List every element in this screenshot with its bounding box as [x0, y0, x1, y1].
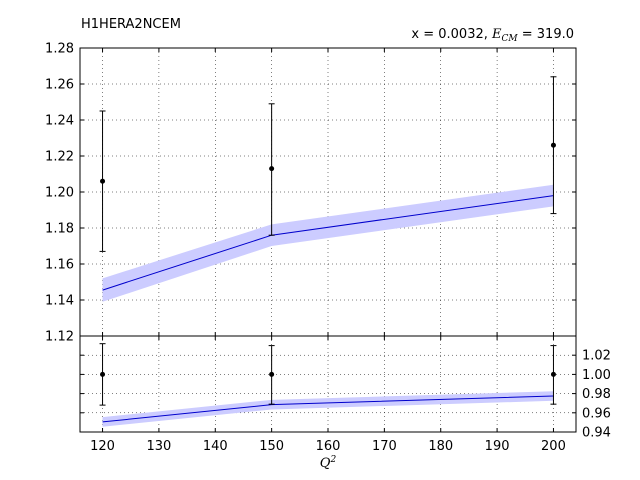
main-data-point-200 [550, 142, 556, 148]
ratio-xtick-label-140: 140 [203, 439, 228, 454]
main-ytick-label-1: 1.14 [45, 294, 74, 309]
ratio-panel: 120 130 140 150 160 170 180 190 200 0.94 0.96 0.98 1… [79, 335, 611, 454]
ratio-xtick-label-200: 200 [541, 439, 566, 454]
ratio-data-point-200 [550, 371, 556, 377]
main-ytick-label-0: 1.12 [45, 330, 74, 345]
chart-title: H1HERA2NCEM [81, 17, 181, 32]
main-data-point-120 [100, 178, 106, 184]
ratio-ytick-label-2: 0.98 [582, 387, 611, 402]
subtitle-prefix: x = 0.0032, [411, 27, 492, 42]
ratio-xtick-label-150: 150 [259, 439, 284, 454]
subtitle-ecm-symbol: E [491, 27, 502, 42]
subtitle-suffix: = 319.0 [518, 27, 574, 42]
ratio-ytick-label-4: 1.02 [582, 349, 611, 364]
ratio-data-point-120 [100, 371, 106, 377]
main-ticks: 1.12 1.14 1.16 1.18 1.20 1.22 1.24 1.26 1.28 [45, 42, 576, 345]
ratio-xtick-label-120: 120 [90, 439, 115, 454]
main-ytick-label-7: 1.26 [45, 78, 74, 93]
main-ytick-label-8: 1.28 [45, 42, 74, 57]
ratio-xtick-label-170: 170 [372, 439, 397, 454]
main-ytick-label-2: 1.16 [45, 258, 74, 273]
main-points-layer [99, 76, 557, 252]
ratio-xtick-label-180: 180 [428, 439, 453, 454]
ratio-uncertainty-band [102, 391, 554, 427]
ratio-xtick-label-190: 190 [485, 439, 510, 454]
ratio-points-layer [99, 343, 557, 406]
ratio-data-point-150 [269, 371, 275, 377]
main-ytick-label-6: 1.24 [45, 114, 74, 129]
ratio-ticks: 120 130 140 150 160 170 180 190 200 0.94 0.96 0.98 1… [80, 336, 611, 454]
ratio-ytick-label-3: 1.00 [582, 368, 611, 383]
chart-subtitle: x = 0.0032, ECM = 319.0 [411, 27, 574, 44]
x-axis-label-sup: 2 [329, 455, 336, 465]
subtitle-ecm-sub: CM [502, 34, 519, 44]
main-data-point-150 [269, 166, 275, 172]
x-axis-label: Q2 [320, 455, 337, 471]
ratio-xtick-label-160: 160 [316, 439, 341, 454]
ratio-ytick-label-0: 0.94 [582, 426, 611, 441]
main-ytick-label-5: 1.22 [45, 150, 74, 165]
main-ytick-label-3: 1.18 [45, 222, 74, 237]
main-uncertainty-band [102, 184, 554, 302]
main-panel: 1.12 1.14 1.16 1.18 1.20 1.22 1.24 1.26 1.28 [45, 42, 577, 345]
ratio-ytick-label-1: 0.96 [582, 406, 611, 421]
main-ytick-label-4: 1.20 [45, 186, 74, 201]
ratio-xtick-label-130: 130 [146, 439, 171, 454]
x-axis-label-symbol: Q [320, 456, 331, 471]
